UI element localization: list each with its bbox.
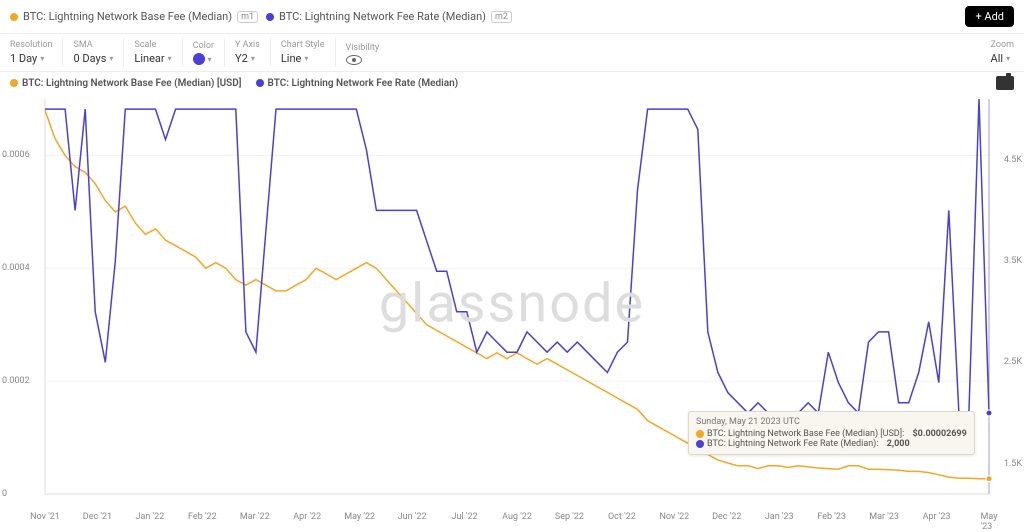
tooltip-row-2: BTC: Lightning Network Fee Rate (Median)… bbox=[696, 439, 967, 449]
chartstyle-value: Line bbox=[281, 52, 302, 65]
legend-2-label: BTC: Lightning Network Fee Rate (Median) bbox=[268, 78, 459, 89]
scale-dropdown[interactable]: Scale Linear ▾ bbox=[124, 38, 182, 67]
metric-1-label: BTC: Lightning Network Base Fee (Median) bbox=[23, 10, 232, 23]
tooltip-dot-1 bbox=[696, 430, 704, 438]
zoom-value: All bbox=[991, 52, 1004, 65]
camera-icon[interactable] bbox=[996, 76, 1014, 90]
resolution-label: Resolution bbox=[10, 40, 52, 50]
legend-item-2[interactable]: BTC: Lightning Network Fee Rate (Median) bbox=[256, 78, 459, 89]
sma-value: 0 Days bbox=[73, 52, 106, 65]
scale-label: Scale bbox=[134, 40, 171, 50]
color-swatch-icon bbox=[193, 53, 205, 65]
legend-1-dot bbox=[10, 79, 18, 87]
metric-1-pill[interactable]: BTC: Lightning Network Base Fee (Median)… bbox=[10, 10, 258, 23]
visibility-label: Visibility bbox=[346, 43, 380, 53]
metric-2-badge: m2 bbox=[491, 11, 512, 23]
chart-legend: BTC: Lightning Network Base Fee (Median)… bbox=[0, 72, 1024, 94]
chevron-down-icon: ▾ bbox=[40, 54, 44, 63]
tooltip-row-1: BTC: Lightning Network Base Fee (Median)… bbox=[696, 429, 967, 439]
sma-label: SMA bbox=[73, 40, 113, 50]
yaxis-dropdown[interactable]: Y Axis Y2▾ bbox=[225, 38, 271, 67]
legend-2-dot bbox=[256, 79, 264, 87]
visibility-toggle[interactable]: Visibility bbox=[336, 41, 390, 67]
chevron-down-icon: ▾ bbox=[304, 54, 308, 63]
legend-1-label: BTC: Lightning Network Base Fee (Median)… bbox=[22, 78, 242, 89]
legend-item-1[interactable]: BTC: Lightning Network Base Fee (Median)… bbox=[10, 78, 242, 89]
chevron-down-icon: ▾ bbox=[1006, 54, 1010, 63]
tooltip-title: Sunday, May 21 2023 UTC bbox=[696, 417, 967, 427]
yaxis-value: Y2 bbox=[235, 52, 248, 65]
add-button[interactable]: + Add bbox=[965, 6, 1014, 27]
metrics-header: BTC: Lightning Network Base Fee (Median)… bbox=[0, 0, 1024, 34]
metric-2-dot bbox=[266, 13, 274, 21]
tooltip-dot-2 bbox=[696, 440, 704, 448]
eye-icon bbox=[346, 55, 362, 65]
metric-1-dot bbox=[10, 13, 18, 21]
chartstyle-label: Chart Style bbox=[281, 40, 325, 50]
metric-2-pill[interactable]: BTC: Lightning Network Fee Rate (Median)… bbox=[266, 10, 512, 23]
chevron-down-icon: ▾ bbox=[208, 55, 212, 64]
chevron-down-icon: ▾ bbox=[168, 54, 172, 63]
metric-2-label: BTC: Lightning Network Fee Rate (Median) bbox=[279, 10, 486, 23]
chevron-down-icon: ▾ bbox=[251, 54, 255, 63]
chart-tooltip: Sunday, May 21 2023 UTC BTC: Lightning N… bbox=[688, 411, 975, 455]
yaxis-label: Y Axis bbox=[235, 40, 260, 50]
resolution-value: 1 Day bbox=[10, 52, 37, 65]
zoom-label: Zoom bbox=[991, 40, 1014, 50]
chartstyle-dropdown[interactable]: Chart Style Line▾ bbox=[271, 38, 336, 67]
chart-toolbar: Resolution 1 Day▾ SMA 0 Days▾ Scale Line… bbox=[0, 34, 1024, 72]
color-dropdown[interactable]: Color ▾ bbox=[183, 39, 225, 67]
resolution-dropdown[interactable]: Resolution 1 Day▾ bbox=[10, 38, 63, 67]
sma-dropdown[interactable]: SMA 0 Days▾ bbox=[63, 38, 124, 67]
color-label: Color bbox=[193, 41, 214, 51]
metric-1-badge: m1 bbox=[237, 11, 258, 23]
chevron-down-icon: ▾ bbox=[109, 54, 113, 63]
scale-value: Linear bbox=[134, 52, 164, 65]
chart-area[interactable]: glassnode 00.00020.00040.0006 1.5K2.5K3.… bbox=[0, 94, 1024, 514]
zoom-dropdown[interactable]: Zoom All▾ bbox=[981, 38, 1014, 67]
